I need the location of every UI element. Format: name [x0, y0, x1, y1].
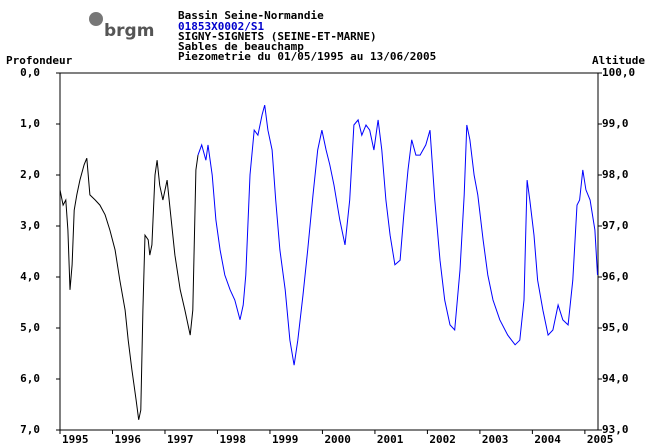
x-tick-label: 2002: [429, 433, 456, 446]
x-tick-label: 2000: [324, 433, 351, 446]
x-tick-label: 1997: [167, 433, 194, 446]
x-tick-label: 2001: [377, 433, 404, 446]
y-tick-label: 7,0: [20, 423, 40, 436]
location: SIGNY-SIGNETS (SEINE-ET-MARNE): [178, 30, 377, 43]
y2-tick-label: 94,0: [602, 372, 629, 385]
y2-tick-label: 97,0: [602, 219, 629, 232]
y2-axis-label: Altitude: [592, 54, 645, 67]
chart-subtitle: Piezometrie du 01/05/1995 au 13/06/2005: [178, 50, 436, 63]
aquifer: Sables de beauchamp: [178, 40, 304, 53]
y2-tick-label: 99,0: [602, 117, 629, 130]
x-tick-label: 1998: [219, 433, 246, 446]
x-tick-label: 2003: [482, 433, 509, 446]
plot-frame: [59, 72, 599, 431]
y2-tick-label: 93,0: [602, 423, 629, 436]
x-tick-label: 1995: [62, 433, 89, 446]
y-tick-label: 2,0: [20, 168, 40, 181]
y2-tick-label: 98,0: [602, 168, 629, 181]
x-tick-label: 2005: [587, 433, 614, 446]
x-tick-label: 2004: [534, 433, 561, 446]
chart-title: Bassin Seine-Normandie: [178, 9, 324, 22]
logo-icon: [89, 12, 103, 26]
y-tick-label: 5,0: [20, 321, 40, 334]
y2-tick-label: 100,0: [602, 66, 635, 79]
y2-tick-label: 96,0: [602, 270, 629, 283]
y2-tick-label: 95,0: [602, 321, 629, 334]
station-code: 01853X0002/S1: [178, 20, 264, 33]
x-tick-label: 1996: [114, 433, 141, 446]
logo-text: brgm: [104, 21, 154, 41]
y-tick-label: 6,0: [20, 372, 40, 385]
series-line: [197, 104, 598, 366]
series-line: [59, 155, 199, 420]
y-tick-label: 0,0: [20, 66, 40, 79]
y-tick-label: 4,0: [20, 270, 40, 283]
y-tick-label: 3,0: [20, 219, 40, 232]
x-tick-label: 1999: [272, 433, 299, 446]
y-axis-label: Profondeur: [6, 54, 73, 67]
y-tick-label: 1,0: [20, 117, 40, 130]
